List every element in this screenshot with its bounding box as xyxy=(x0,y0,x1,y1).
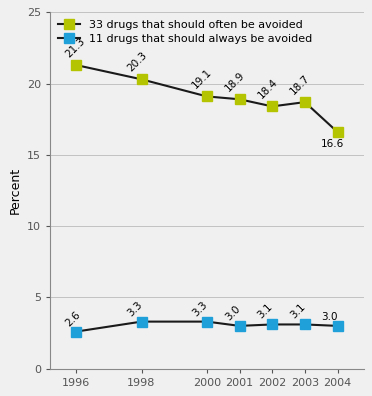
11 drugs that should always be avoided xyxy=(303,322,307,327)
11 drugs that should always be avoided xyxy=(237,324,242,328)
Text: 19.1: 19.1 xyxy=(190,67,214,91)
Text: 3.3: 3.3 xyxy=(190,299,209,318)
Text: 18.7: 18.7 xyxy=(289,73,312,96)
Text: 2.6: 2.6 xyxy=(63,309,82,328)
33 drugs that should often be avoided xyxy=(74,63,78,67)
Text: 20.3: 20.3 xyxy=(125,50,148,74)
Text: 3.1: 3.1 xyxy=(256,302,275,321)
11 drugs that should always be avoided xyxy=(74,329,78,334)
33 drugs that should often be avoided xyxy=(205,94,209,99)
33 drugs that should often be avoided xyxy=(237,97,242,102)
11 drugs that should always be avoided xyxy=(270,322,275,327)
Line: 11 drugs that should always be avoided: 11 drugs that should always be avoided xyxy=(71,317,342,337)
33 drugs that should often be avoided xyxy=(303,100,307,105)
11 drugs that should always be avoided xyxy=(205,319,209,324)
Text: 3.0: 3.0 xyxy=(223,304,242,322)
11 drugs that should always be avoided xyxy=(139,319,144,324)
33 drugs that should often be avoided xyxy=(335,129,340,134)
Text: 3.1: 3.1 xyxy=(289,302,307,321)
Legend: 33 drugs that should often be avoided, 11 drugs that should always be avoided: 33 drugs that should often be avoided, 1… xyxy=(55,18,314,46)
Y-axis label: Percent: Percent xyxy=(8,167,21,214)
Text: 18.9: 18.9 xyxy=(223,70,247,93)
Line: 33 drugs that should often be avoided: 33 drugs that should often be avoided xyxy=(71,60,342,137)
11 drugs that should always be avoided xyxy=(335,324,340,328)
Text: 3.3: 3.3 xyxy=(125,299,144,318)
Text: 16.6: 16.6 xyxy=(321,139,344,149)
33 drugs that should often be avoided xyxy=(270,104,275,109)
33 drugs that should often be avoided xyxy=(139,77,144,82)
Text: 18.4: 18.4 xyxy=(256,77,279,101)
Text: 3.0: 3.0 xyxy=(321,312,338,322)
Text: 21.3: 21.3 xyxy=(63,36,87,59)
